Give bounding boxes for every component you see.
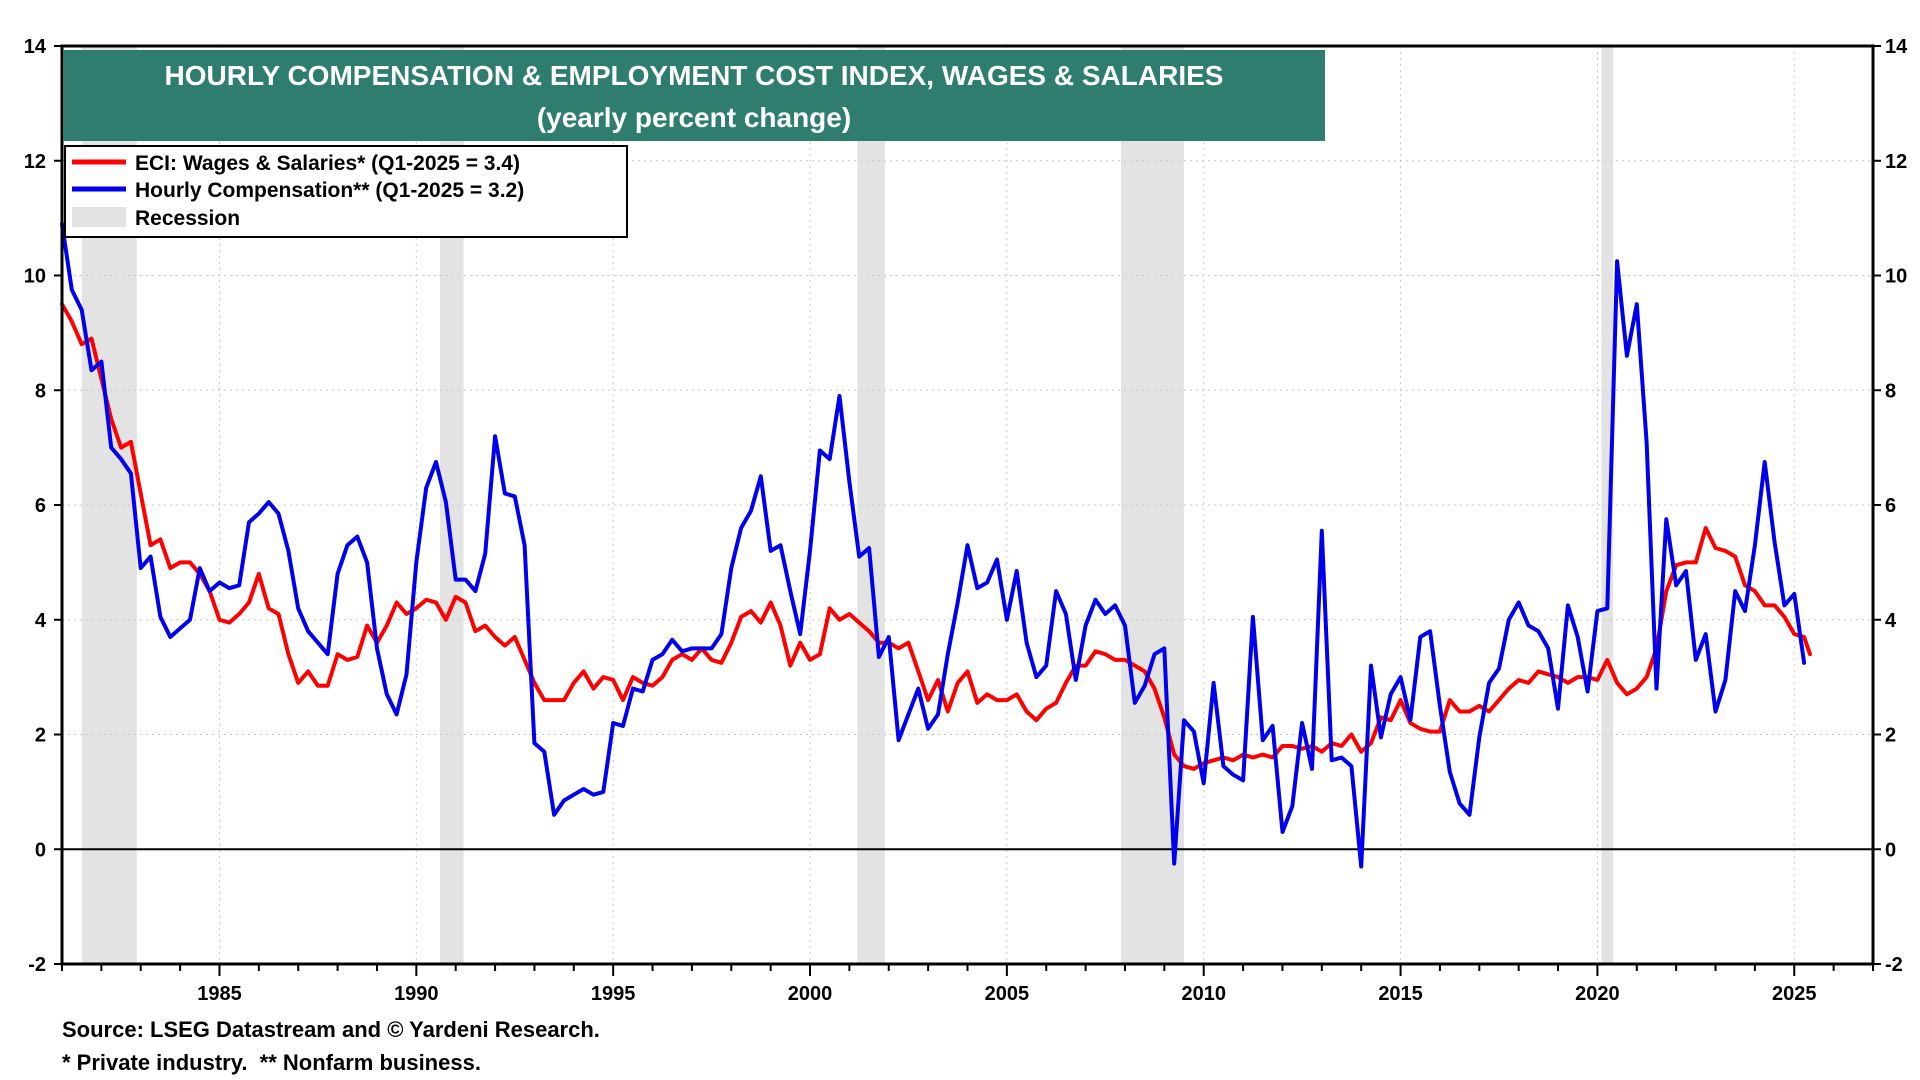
x-tick-label: 2015 bbox=[1378, 983, 1423, 1005]
footnote: * Private industry. ** Nonfarm business. bbox=[62, 1050, 481, 1075]
title-background bbox=[63, 50, 1325, 141]
x-tick-label: 2025 bbox=[1772, 983, 1817, 1005]
y-tick-label-right: 6 bbox=[1885, 495, 1896, 517]
chart-title-banner: HOURLY COMPENSATION & EMPLOYMENT COST IN… bbox=[63, 50, 1325, 141]
legend-label-recession: Recession bbox=[135, 207, 240, 230]
x-tick-label: 2020 bbox=[1575, 983, 1620, 1005]
x-tick-label: 1985 bbox=[197, 983, 242, 1005]
x-tick-label: 1990 bbox=[394, 983, 439, 1005]
y-tick-label-right: 10 bbox=[1885, 266, 1907, 288]
series-lines bbox=[60, 221, 1812, 869]
legend: ECI: Wages & Salaries* (Q1-2025 = 3.4) H… bbox=[64, 145, 628, 238]
recession-band bbox=[1601, 46, 1614, 964]
y-tick-label-left: 10 bbox=[24, 266, 46, 288]
legend-swatch-recession bbox=[72, 207, 126, 227]
legend-label-eci: ECI: Wages & Salaries* (Q1-2025 = 3.4) bbox=[135, 152, 520, 175]
y-tick-label-left: 12 bbox=[24, 151, 46, 173]
x-tick-label: 2000 bbox=[788, 983, 833, 1005]
y-tick-label-right: 12 bbox=[1885, 151, 1907, 173]
series-line-hourly bbox=[60, 221, 1807, 869]
x-tick-label: 1995 bbox=[591, 983, 636, 1005]
y-tick-label-left: -2 bbox=[28, 954, 46, 976]
chart-subtitle: (yearly percent change) bbox=[537, 102, 851, 133]
legend-label-hourly: Hourly Compensation** (Q1-2025 = 3.2) bbox=[135, 179, 524, 202]
legend-box bbox=[64, 145, 628, 238]
recession-band bbox=[439, 46, 464, 964]
y-tick-label-left: 8 bbox=[35, 380, 46, 402]
y-axis-left: -2 0 2 4 6 8 10 12 14 bbox=[24, 36, 62, 976]
y-tick-label-right: 2 bbox=[1885, 725, 1896, 747]
source-note: Source: LSEG Datastream and © Yardeni Re… bbox=[62, 1017, 600, 1042]
y-axis-right: -2 0 2 4 6 8 10 12 14 bbox=[1873, 36, 1908, 976]
chart-title: HOURLY COMPENSATION & EMPLOYMENT COST IN… bbox=[165, 60, 1224, 91]
y-tick-label-right: 4 bbox=[1885, 610, 1897, 632]
y-tick-label-left: 14 bbox=[24, 36, 47, 58]
x-tick-label: 2005 bbox=[985, 983, 1030, 1005]
y-tick-label-right: 8 bbox=[1885, 380, 1896, 402]
y-tick-label-left: 6 bbox=[35, 495, 46, 517]
series-line-eci bbox=[60, 302, 1812, 771]
x-axis: 1985 1990 1995 2000 2005 2010 2015 2020 2025 bbox=[61, 964, 1874, 1005]
y-tick-label-right: 14 bbox=[1885, 36, 1908, 58]
y-tick-label-left: 2 bbox=[35, 725, 46, 747]
y-tick-label-left: 4 bbox=[35, 610, 47, 632]
y-tick-label-right: -2 bbox=[1885, 954, 1903, 976]
y-tick-label-left: 0 bbox=[35, 839, 46, 861]
y-tick-label-right: 0 bbox=[1885, 839, 1896, 861]
x-tick-label: 2010 bbox=[1181, 983, 1226, 1005]
